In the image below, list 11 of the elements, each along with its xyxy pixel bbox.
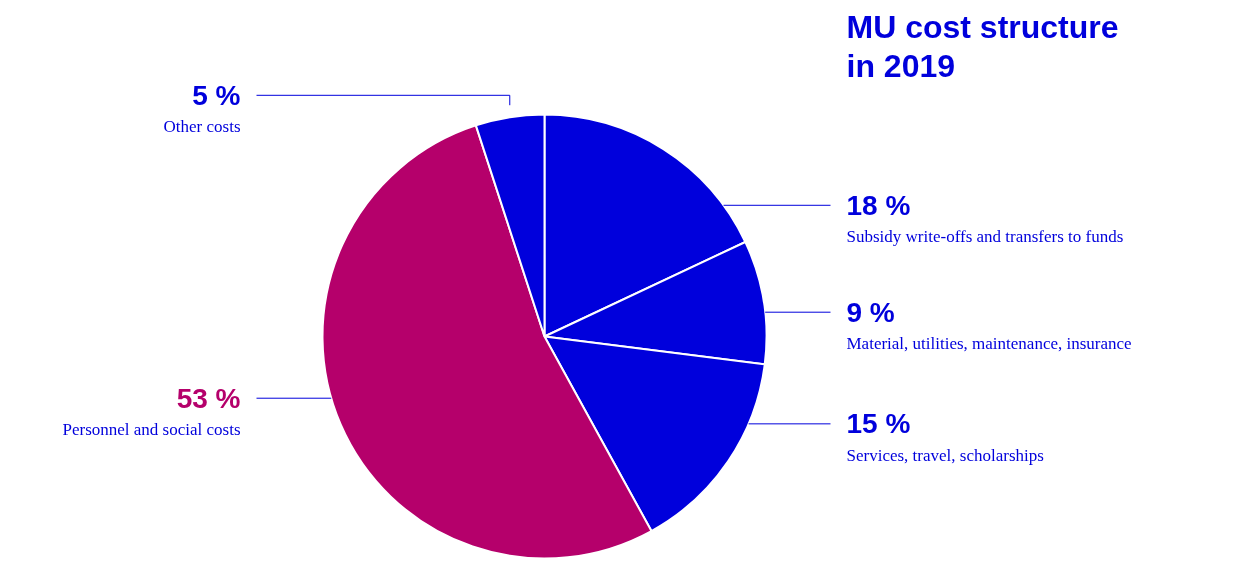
data-label: 15 % xyxy=(846,408,911,440)
data-label: 9 % xyxy=(846,296,895,328)
data-label: 5 % xyxy=(192,79,241,111)
slice-label: Subsidy write-offs and transfers to funds xyxy=(846,227,1124,247)
data-label: 53 % xyxy=(176,382,241,414)
slice-label: Services, travel, scholarships xyxy=(846,445,1044,465)
slice-label: Material, utilities, maintenance, insurance xyxy=(846,334,1132,354)
slice-label: Other costs xyxy=(163,117,241,137)
data-label: 18 % xyxy=(846,189,911,221)
slice-label: Personnel and social costs xyxy=(62,420,241,440)
chart-title: MU cost structure in 2019 xyxy=(846,8,1119,85)
